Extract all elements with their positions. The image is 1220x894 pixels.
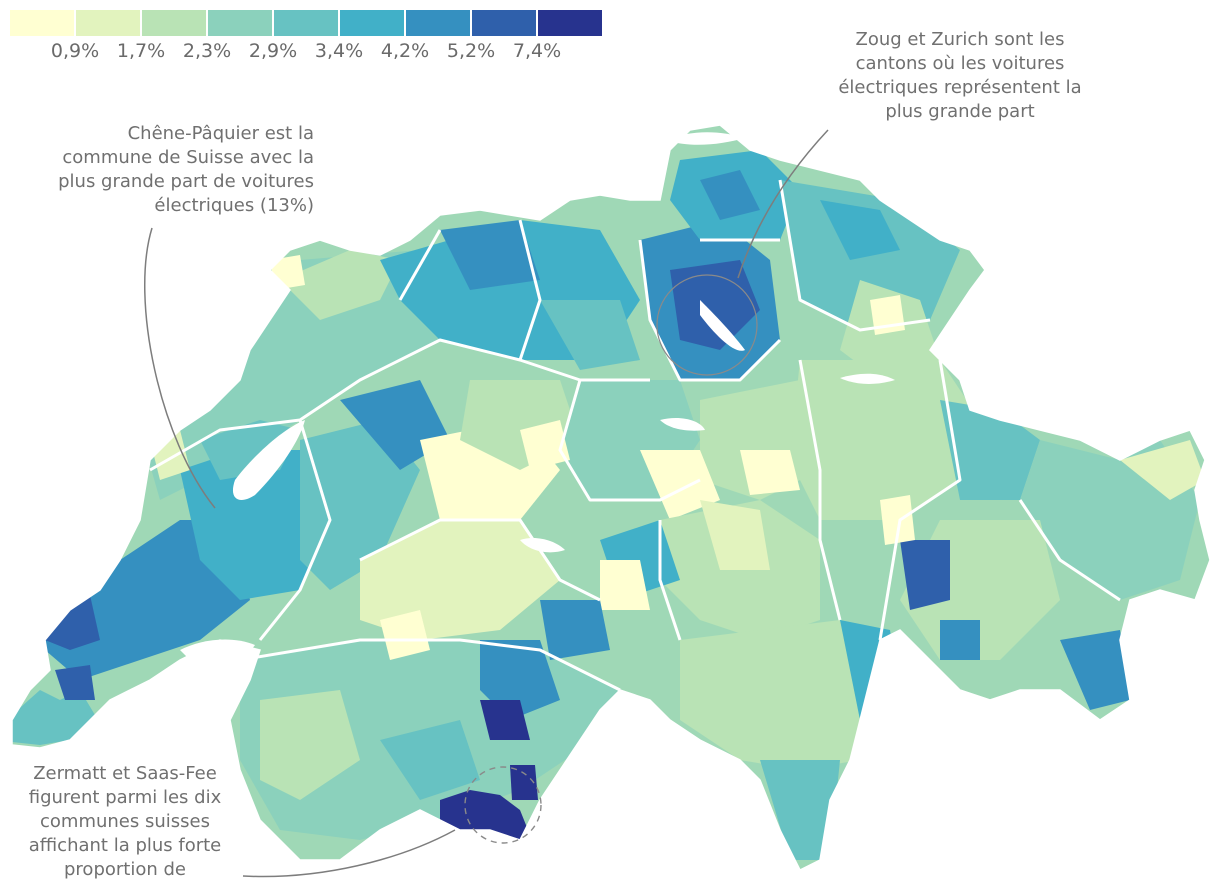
- annotation-line: plus grande part: [885, 101, 1035, 122]
- annotation-line: électriques représentent la: [838, 77, 1082, 98]
- legend-label-4: 2,9%: [248, 40, 298, 62]
- annotation-zoug-zurich: Zoug et Zurich sont les cantons où les v…: [810, 28, 1110, 124]
- zermatt-callout-circle: [464, 766, 542, 844]
- annotation-line: proportion de: [64, 859, 186, 880]
- zermatt-callout-line: [242, 829, 456, 878]
- zoug-callout-circle: [656, 274, 758, 376]
- zoug-callout-line: [737, 129, 829, 279]
- legend-label-5: 3,4%: [314, 40, 364, 62]
- annotation-line: Chêne-Pâquier est la: [127, 123, 314, 144]
- annotation-line: figurent parmi les dix: [28, 787, 222, 808]
- legend-swatch-5: [274, 10, 338, 36]
- legend-label-3: 2,3%: [182, 40, 232, 62]
- legend-swatch-7: [406, 10, 470, 36]
- legend-swatch-9: [538, 10, 602, 36]
- annotation-line: électriques (13%): [154, 195, 314, 216]
- legend-label-1: 0,9%: [50, 40, 100, 62]
- annotation-zermatt-saas-fee: Zermatt et Saas-Fee figurent parmi les d…: [10, 762, 240, 882]
- legend-swatch-8: [472, 10, 536, 36]
- annotation-line: Zoug et Zurich sont les: [855, 29, 1065, 50]
- legend-label-6: 4,2%: [380, 40, 430, 62]
- annotation-line: Zermatt et Saas-Fee: [33, 763, 217, 784]
- chene-callout-line: [143, 227, 216, 509]
- legend-label-2: 1,7%: [116, 40, 166, 62]
- canton-boundaries: [149, 179, 1121, 692]
- legend-swatch-1: [10, 10, 74, 36]
- annotation-callouts: [143, 129, 829, 878]
- annotation-line: communes suisses: [40, 811, 210, 832]
- annotation-line: commune de Suisse avec la: [62, 147, 314, 168]
- legend-label-8: 7,4%: [512, 40, 562, 62]
- country-outline: [11, 124, 1211, 872]
- legend-labels: 0,9% 1,7% 2,3% 2,9% 3,4% 4,2% 5,2% 7,4%: [10, 36, 604, 62]
- annotation-line: plus grande part de voitures: [58, 171, 314, 192]
- legend-label-7: 5,2%: [446, 40, 496, 62]
- legend-swatch-2: [76, 10, 140, 36]
- legend-swatch-4: [208, 10, 272, 36]
- legend-swatches: [10, 10, 604, 36]
- annotation-line: cantons où les voitures: [855, 53, 1065, 74]
- annotation-chene-paquier: Chêne-Pâquier est la commune de Suisse a…: [14, 122, 314, 218]
- annotation-line: affichant la plus forte: [28, 835, 222, 856]
- legend-swatch-6: [340, 10, 404, 36]
- legend-swatch-3: [142, 10, 206, 36]
- color-legend: 0,9% 1,7% 2,3% 2,9% 3,4% 4,2% 5,2% 7,4%: [10, 10, 604, 62]
